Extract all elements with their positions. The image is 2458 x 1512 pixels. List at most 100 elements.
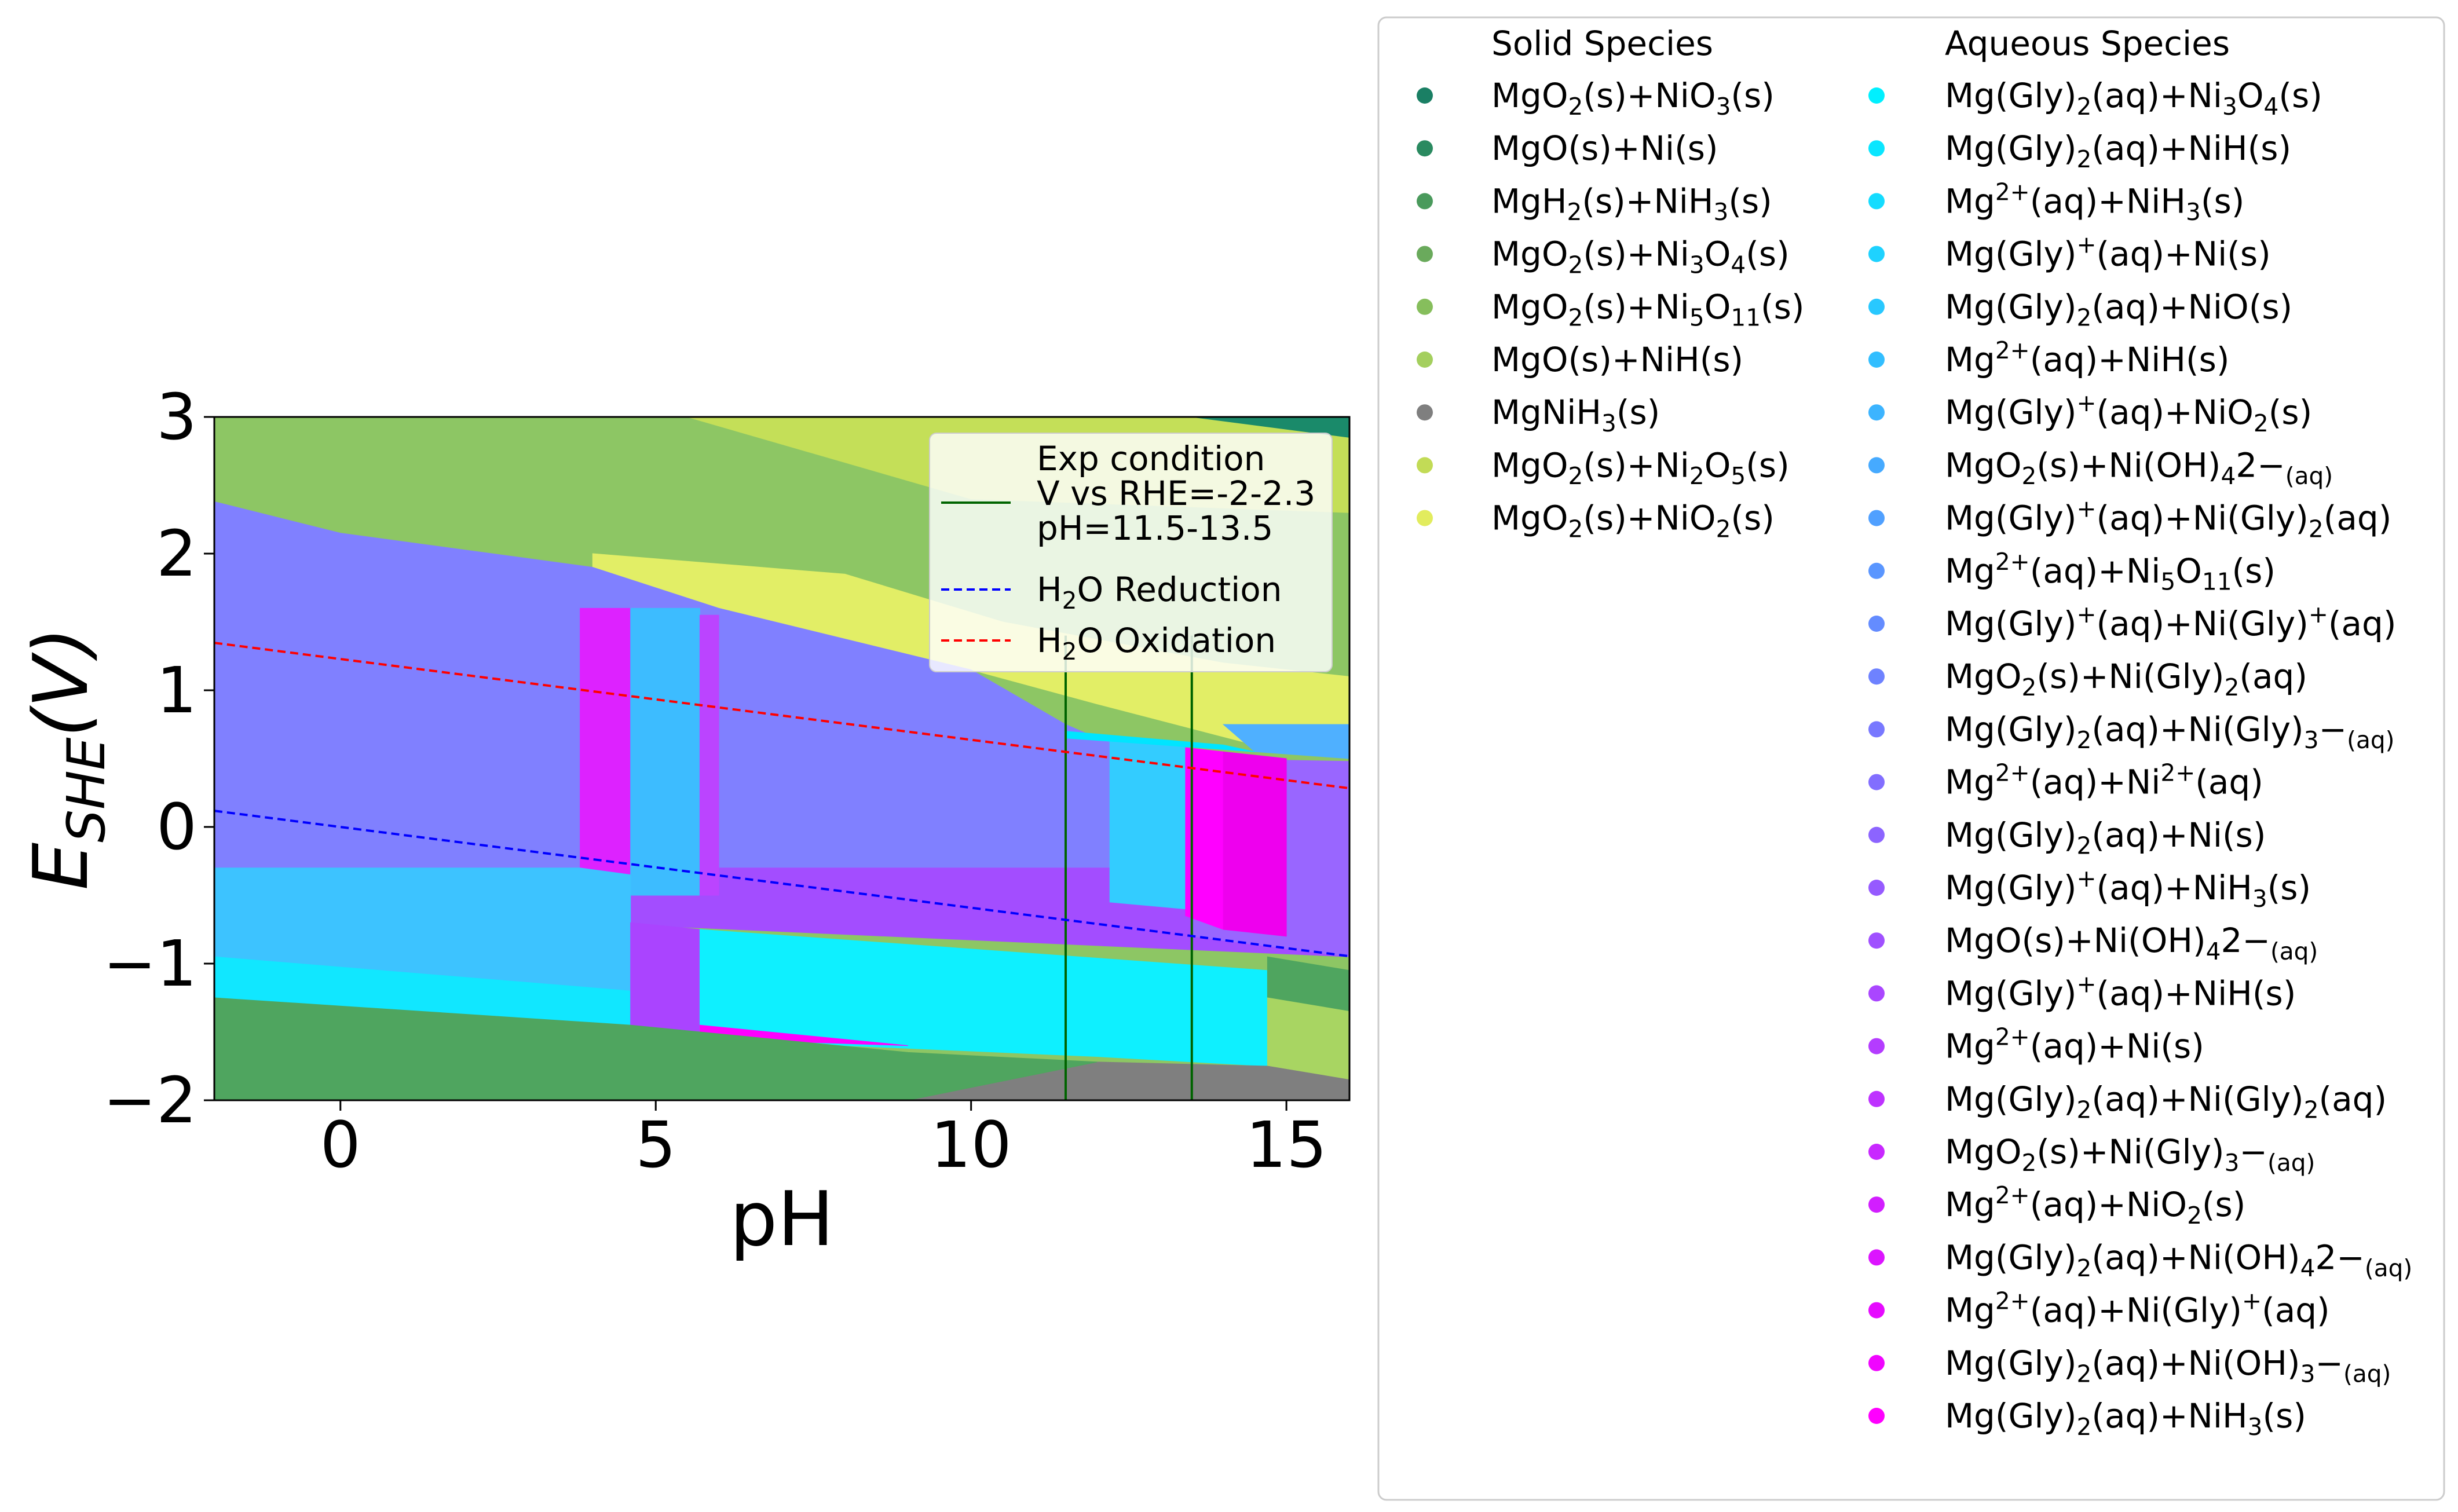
legend-entry-solid: MgO2(s)+NiO3(s) — [1491, 76, 1775, 120]
legend-entry-aqueous: Mg2+(aq)+Ni2+(aq) — [1945, 759, 2263, 802]
legend-marker-aqueous — [1868, 1090, 1885, 1107]
region-mgh2-s-nih3-s — [1267, 956, 1349, 1012]
legend-marker-aqueous — [1868, 1408, 1885, 1424]
legend-marker-solid — [1417, 140, 1433, 157]
legend-entry-aqueous: Mg(Gly)2(aq)+Ni(s) — [1945, 815, 2266, 860]
legend-entry-aqueous: Mg(Gly)2(aq)+NiH(s) — [1945, 129, 2291, 173]
legend-entry-solid: MgH2(s)+NiH3(s) — [1491, 181, 1772, 226]
legend-entry-solid: MgO2(s)+Ni2O5(s) — [1491, 445, 1790, 490]
x-tick-label: 15 — [1246, 1108, 1327, 1182]
region-mg-gly-2-aq-ni-oh-4-2-aq — [1223, 751, 1287, 937]
legend-entry-aqueous: Mg(Gly)2(aq)+Ni(OH)42−(aq) — [1945, 1238, 2412, 1282]
legend-entry-aqueous: Mg2+(aq)+Ni(s) — [1945, 1023, 2204, 1066]
legend-marker-aqueous — [1868, 616, 1885, 632]
x-axis-label: pH — [730, 1175, 834, 1263]
legend-marker-aqueous — [1868, 1354, 1885, 1371]
legend-entry-aqueous: Mg(Gly)+(aq)+NiH3(s) — [1945, 865, 2311, 913]
region-mgh2-s-nih3-s — [214, 997, 1098, 1100]
legend-entry-aqueous: Mg(Gly)2(aq)+NiH3(s) — [1945, 1396, 2306, 1441]
x-tick-label: 0 — [320, 1108, 361, 1182]
legend-marker-aqueous — [1868, 246, 1885, 262]
inset-legend-h2o-reduction: H2O Reduction — [1037, 570, 1282, 614]
legend-entry-aqueous: Mg(Gly)+(aq)+NiH(s) — [1945, 970, 2296, 1013]
legend-marker-aqueous — [1868, 1302, 1885, 1319]
legend-entry-solid: MgO2(s)+NiO2(s) — [1491, 499, 1775, 543]
legend-marker-solid — [1417, 457, 1433, 474]
legend-marker-aqueous — [1868, 1196, 1885, 1213]
legend-entry-aqueous: Mg(Gly)2(aq)+Ni(Gly)2(aq) — [1945, 1079, 2387, 1124]
legend-entry-aqueous: MgO2(s)+Ni(Gly)2(aq) — [1945, 657, 2307, 701]
region-mg-gly-aq-ni-s — [1109, 738, 1186, 910]
legend-marker-aqueous — [1868, 880, 1885, 896]
inset-legend-h2o-oxidation: H2O Oxidation — [1037, 621, 1276, 665]
species-legend: Solid Species Aqueous Species MgO2(s)+NiO3… — [1377, 16, 2445, 1501]
region-mgo2-s-nio3-s — [1191, 417, 1349, 438]
legend-entry-aqueous: MgO(s)+Ni(OH)42−(aq) — [1945, 921, 2318, 965]
legend-entry-aqueous: Mg(Gly)2(aq)+Ni(OH)3−(aq) — [1945, 1343, 2391, 1388]
legend-marker-aqueous — [1868, 1144, 1885, 1160]
region-mg2-aq-nio2-s — [699, 614, 719, 896]
legend-marker-aqueous — [1868, 1038, 1885, 1055]
y-tick-label: 1 — [156, 653, 197, 727]
y-tick-label: −1 — [103, 927, 197, 1001]
legend-marker-aqueous — [1868, 298, 1885, 315]
legend-entry-aqueous: Mg(Gly)2(aq)+Ni3O4(s) — [1945, 76, 2322, 120]
legend-marker-aqueous — [1868, 826, 1885, 843]
legend-entry-aqueous: Mg2+(aq)+Ni5O11(s) — [1945, 548, 2276, 596]
legend-marker-solid — [1417, 510, 1433, 526]
legend-marker-aqueous — [1868, 87, 1885, 104]
legend-entry-solid: MgO(s)+NiH(s) — [1491, 340, 1743, 379]
solid-species-title: Solid Species — [1491, 24, 1713, 63]
inset-legend-exp-text: Exp condition — [1037, 439, 1265, 478]
legend-marker-solid — [1417, 87, 1433, 104]
inset-legend-box — [929, 433, 1333, 672]
legend-marker-solid — [1417, 193, 1433, 210]
legend-entry-aqueous: Mg(Gly)+(aq)+NiO2(s) — [1945, 389, 2312, 437]
legend-entry-solid: MgO(s)+Ni(s) — [1491, 129, 1718, 168]
axes: 0 5 10 15 −2 −1 0 1 2 3 — [103, 380, 1327, 1182]
legend-marker-aqueous — [1868, 774, 1885, 790]
legend-entry-aqueous: Mg(Gly)+(aq)+Ni(Gly)2(aq) — [1945, 495, 2391, 543]
species-legend-box — [1377, 16, 2445, 1501]
legend-marker-aqueous — [1868, 140, 1885, 157]
legend-marker-aqueous — [1868, 457, 1885, 474]
y-axis-label: ESHE(V) — [17, 627, 117, 890]
legend-entry-solid: MgO2(s)+Ni5O11(s) — [1491, 287, 1805, 332]
region-mgo-s-nih-s — [1267, 997, 1349, 1081]
legend-marker-aqueous — [1868, 510, 1885, 526]
region-mg2-aq-ni-oh-4-2-aq — [580, 607, 631, 876]
x-tick-label: 10 — [931, 1108, 1012, 1182]
legend-marker-solid — [1417, 352, 1433, 368]
legend-marker-aqueous — [1868, 932, 1885, 949]
y-tick-label: 0 — [156, 790, 197, 864]
inset-legend-exp-text: V vs RHE=-2-2.3 — [1037, 474, 1315, 513]
region-mg-gly-aq-nio2-s — [630, 607, 700, 896]
legend-marker-aqueous — [1868, 1249, 1885, 1266]
aqueous-species-title: Aqueous Species — [1945, 24, 2230, 63]
legend-marker-aqueous — [1868, 721, 1885, 738]
y-tick-label: −2 — [103, 1063, 197, 1137]
legend-marker-solid — [1417, 246, 1433, 262]
legend-entry-aqueous: MgO2(s)+Ni(OH)42−(aq) — [1945, 445, 2333, 490]
legend-entry-solid: MgO2(s)+Ni3O4(s) — [1491, 235, 1790, 279]
legend-entry-aqueous: Mg2+(aq)+NiH(s) — [1945, 336, 2230, 379]
legend-entry-aqueous: Mg(Gly)+(aq)+Ni(s) — [1945, 231, 2271, 274]
x-tick-label: 5 — [635, 1108, 676, 1182]
legend-marker-aqueous — [1868, 404, 1885, 421]
region-mg-gly-2-aq-nio-s — [1222, 724, 1349, 759]
legend-entry-aqueous: Mg2+(aq)+NiO2(s) — [1945, 1181, 2245, 1229]
plot-frame — [213, 416, 1351, 1101]
legend-marker-aqueous — [1868, 985, 1885, 1002]
legend-marker-solid — [1417, 404, 1433, 421]
y-tick-label: 3 — [156, 380, 197, 454]
legend-marker-solid — [1417, 298, 1433, 315]
legend-marker-aqueous — [1868, 193, 1885, 210]
legend-entry-solid: MgNiH3(s) — [1491, 393, 1660, 437]
legend-marker-aqueous — [1868, 562, 1885, 579]
inset-legend-exp-text: pH=11.5-13.5 — [1037, 508, 1273, 548]
legend-marker-aqueous — [1868, 668, 1885, 685]
region-mgo-s-ni-oh-4-2-aq — [630, 922, 700, 1033]
legend-marker-aqueous — [1868, 352, 1885, 368]
